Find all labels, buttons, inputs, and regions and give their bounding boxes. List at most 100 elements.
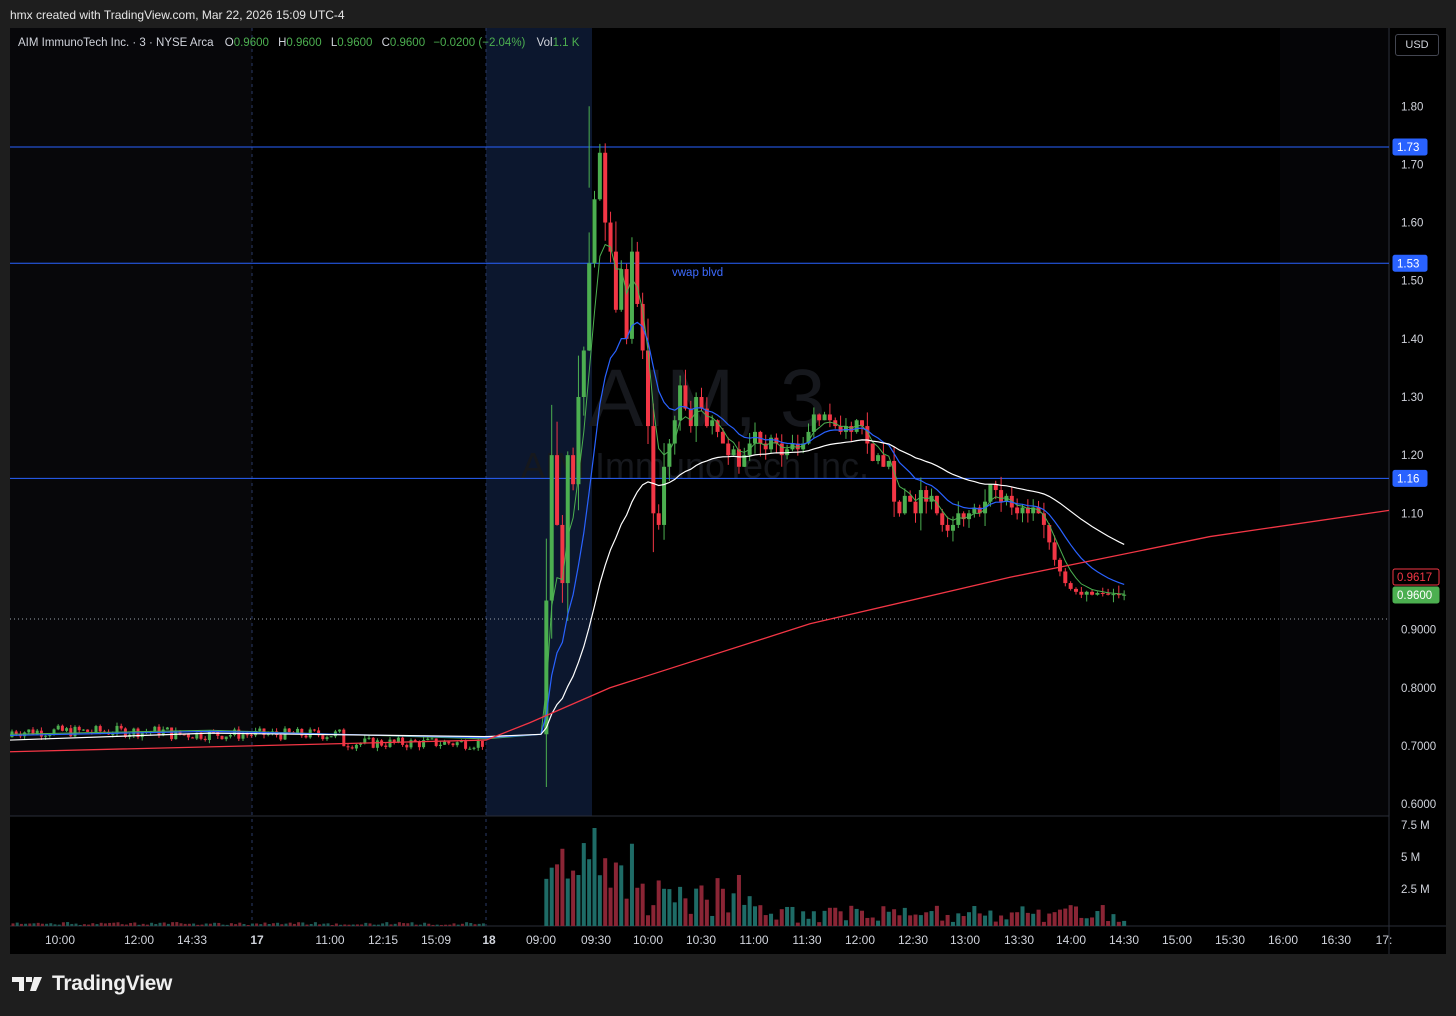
- volume-bar: [393, 923, 397, 926]
- candle-body: [1090, 591, 1095, 595]
- currency-button[interactable]: USD: [1395, 34, 1439, 56]
- volume-bar: [28, 923, 32, 926]
- candle-body: [827, 414, 832, 421]
- premarket-highlight: [486, 28, 592, 816]
- tradingview-logo[interactable]: TradingView: [12, 972, 172, 996]
- volume-bar: [229, 923, 233, 926]
- price-tick-label: 1.20: [1401, 450, 1423, 462]
- candle-body: [447, 741, 451, 744]
- volume-bar: [473, 924, 477, 926]
- open-value: 0.9600: [233, 37, 269, 49]
- tradingview-wordmark: TradingView: [52, 972, 173, 995]
- volume-bar: [124, 924, 128, 926]
- volume-bar: [694, 888, 699, 926]
- candle-body: [241, 734, 245, 739]
- candle-body: [77, 726, 81, 731]
- candle-body: [338, 729, 342, 732]
- volume-bar: [305, 924, 309, 926]
- volume-tick-label: 2.5 M: [1401, 884, 1430, 896]
- candle-body: [443, 741, 447, 745]
- volume-bar: [758, 905, 763, 926]
- candle-body: [60, 725, 64, 731]
- candle-body: [876, 455, 881, 461]
- volume-bar: [779, 909, 784, 926]
- volume-bar: [1111, 914, 1116, 926]
- volume-bar: [972, 906, 977, 926]
- candle-body: [849, 426, 854, 432]
- volume-bar: [402, 923, 406, 926]
- volume-bar: [196, 924, 200, 926]
- candle-body: [216, 731, 220, 736]
- volume-bar: [82, 924, 86, 926]
- chart-frame[interactable]: AIM, 3 AIM ImmunoTech Inc. vwap blvd 1.80 1.…: [10, 28, 1446, 954]
- volume-bar: [999, 915, 1004, 926]
- candle-body: [44, 735, 48, 737]
- volume-bar: [849, 905, 854, 926]
- volume-bar: [162, 922, 166, 926]
- volume-bar: [763, 915, 768, 926]
- candle-body: [576, 397, 581, 485]
- candle-body: [656, 513, 661, 525]
- time-tick-label: 12:15: [368, 933, 398, 947]
- time-tick-label: 11:00: [739, 933, 768, 947]
- candle-body: [1122, 594, 1127, 596]
- volume-bar: [78, 924, 82, 926]
- time-tick-label: 10:30: [686, 933, 716, 947]
- volume-bar: [103, 923, 107, 926]
- time-tick-label: 10:00: [633, 933, 663, 947]
- candle-body: [571, 455, 576, 485]
- volume-bar: [795, 922, 800, 926]
- volume-bar: [860, 910, 864, 926]
- candle-body: [480, 741, 484, 747]
- symbol-title[interactable]: AIM ImmunoTech Inc. · 3 · NYSE Arca: [18, 37, 214, 49]
- volume-bar: [902, 907, 907, 926]
- volume-bar: [683, 898, 688, 926]
- volume-bar: [381, 923, 385, 926]
- volume-bar: [785, 906, 790, 926]
- time-tick-label: 14:30: [1109, 933, 1139, 947]
- time-tick-label: 15:30: [1215, 933, 1245, 947]
- afterhours-shade: [1280, 28, 1390, 816]
- volume-bar: [736, 874, 741, 926]
- candle-body: [1063, 571, 1068, 584]
- candle-body: [587, 263, 592, 351]
- volume-bar: [61, 922, 65, 926]
- volume-bar: [95, 924, 99, 926]
- time-tick-label: 12:00: [845, 933, 875, 947]
- volume-bar: [571, 870, 576, 926]
- volume-bar: [108, 922, 112, 926]
- volume-label: Vol: [536, 37, 553, 49]
- candle-body: [667, 443, 672, 467]
- candle-body: [881, 455, 886, 467]
- candle-body: [742, 455, 747, 467]
- candle-body: [392, 739, 396, 742]
- candle-body: [354, 744, 358, 749]
- volume-bar: [364, 922, 368, 926]
- candle-body: [73, 726, 77, 737]
- volume-bar: [950, 921, 955, 926]
- time-tick-label: 15:09: [421, 933, 451, 947]
- candle-body: [170, 727, 174, 740]
- candle-body: [999, 490, 1004, 502]
- volume-bar: [801, 911, 806, 926]
- volume-bar: [983, 915, 988, 926]
- volume-bar: [397, 922, 401, 926]
- candle-body: [476, 741, 480, 748]
- volume-bar: [465, 922, 469, 926]
- volume-bar: [897, 915, 902, 926]
- volume-bar: [414, 924, 418, 926]
- candle-body: [672, 420, 677, 444]
- candle-body: [934, 495, 939, 514]
- candle-body: [165, 727, 169, 730]
- candle-body: [220, 735, 224, 740]
- top-bar: hmx created with TradingView.com, Mar 22…: [0, 0, 1456, 28]
- volume-bar: [592, 828, 597, 926]
- candle-body: [48, 734, 52, 736]
- candle-body: [806, 431, 811, 444]
- price-tick-label: 1.70: [1401, 159, 1423, 171]
- volume-bar: [619, 865, 624, 926]
- candle-body: [1057, 559, 1062, 572]
- volume-bar: [769, 913, 774, 926]
- volume-bar: [988, 910, 993, 926]
